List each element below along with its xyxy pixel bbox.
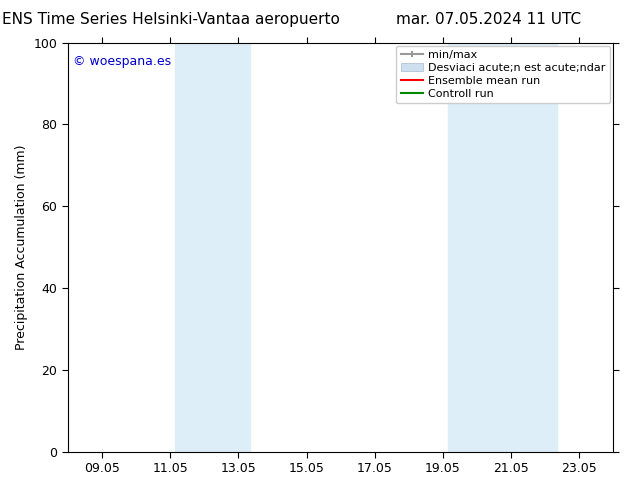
Y-axis label: Precipitation Accumulation (mm): Precipitation Accumulation (mm) [15,145,28,350]
Legend: min/max, Desviaci acute;n est acute;ndar, Ensemble mean run, Controll run: min/max, Desviaci acute;n est acute;ndar… [396,46,610,103]
Bar [175,43,250,452]
Text: mar. 07.05.2024 11 UTC: mar. 07.05.2024 11 UTC [396,12,581,27]
Bar [501,43,557,452]
Text: ENS Time Series Helsinki-Vantaa aeropuerto: ENS Time Series Helsinki-Vantaa aeropuer… [3,12,340,27]
Text: © woespana.es: © woespana.es [74,55,171,68]
Bar [448,43,501,452]
